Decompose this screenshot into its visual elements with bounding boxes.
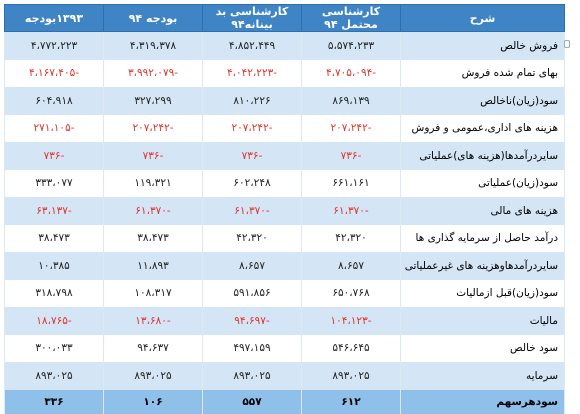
header-budget-94: بودجه ۹۴	[103, 4, 203, 32]
row-label: سایردرآمدها(هزینه های)عملیاتی	[400, 142, 565, 170]
budget-94-cell: ۹۴،۶۳۷	[103, 334, 203, 362]
header-expert-pessimistic-94: کارشناسی بد بینانه۹۴	[202, 4, 302, 32]
budget-94-cell: ۴،۳۱۹،۳۷۸	[103, 31, 203, 60]
budget-1393-cell: ۱۰،۳۸۵	[4, 252, 104, 280]
header-row: شرح کارشناسی محتمل ۹۴ کارشناسی بد بینانه…	[4, 4, 565, 32]
budget-1393-cell: -۲۷۱،۱۰۵	[4, 114, 104, 142]
expert-probable-94-cell: -۱۰۴،۱۲۳	[301, 307, 401, 335]
expert-probable-94-cell: ۶۵۰،۷۶۸	[301, 279, 401, 307]
table-row: سود خالص ۵۴۶،۶۴۵ ۴۹۷،۱۵۹ ۹۴،۶۳۷ ۳۰۰،۰۳۳	[4, 334, 565, 362]
budget-1393-cell: -۷۳۶	[4, 142, 104, 170]
header-budget-1393: ۱۳۹۳بودجه	[4, 4, 104, 32]
header-expert-probable-94: کارشناسی محتمل ۹۴	[301, 4, 401, 32]
expert-pessimistic-94-cell: ۴۹۷،۱۵۹	[202, 334, 302, 362]
budget-1393-cell: ۳۸،۴۷۳	[4, 224, 104, 252]
budget-1393-cell: -۶۳،۱۳۷	[4, 197, 104, 225]
expert-probable-94-cell: -۴،۷۰۵،۰۹۴	[301, 59, 401, 87]
budget-1393-cell: -۴،۱۶۷،۴۰۵	[4, 59, 104, 87]
table-row: هزینه های مالی -۶۱،۳۷۰ -۶۱،۳۷۰ -۶۱،۳۷۰ -۶۳،۱…	[4, 197, 565, 225]
expert-pessimistic-94-cell: ۸۱۰،۲۲۶	[202, 87, 302, 115]
expert-pessimistic-94-cell: ۴،۸۵۲،۴۴۹	[202, 31, 302, 60]
table-row: سرمایه ۸۹۳،۰۲۵ ۸۹۳،۰۲۵ ۸۹۳،۰۲۵ ۸۹۳،۰۲۵	[4, 362, 565, 390]
budget-1393-cell: -۱۸،۷۶۵	[4, 307, 104, 335]
expert-pessimistic-94-cell: -۴،۰۴۲،۲۲۳	[202, 59, 302, 87]
expert-probable-94-cell: -۶۱،۳۷۰	[301, 197, 401, 225]
expert-pessimistic-94-cell: ۴۲،۳۲۰	[202, 224, 302, 252]
expert-probable-94-cell: ۴۲،۳۲۰	[301, 224, 401, 252]
budget-94-cell: ۸۹۳،۰۲۵	[103, 362, 203, 390]
row-label: درآمد حاصل از سرمایه گذاری ها	[400, 224, 565, 252]
row-label: هزینه های مالی	[400, 197, 565, 225]
expert-pessimistic-94-cell: -۹۴،۶۹۷	[202, 307, 302, 335]
table-row: سایردرآمدهاوهزینه های غیرعملیاتی ۸،۶۵۷ ۸،۶…	[4, 252, 565, 280]
expert-pessimistic-94-cell: ۸،۶۵۷	[202, 252, 302, 280]
expert-probable-94-cell: ۸۹۳،۰۲۵	[301, 362, 401, 390]
table-row: سایردرآمدها(هزینه های)عملیاتی -۷۳۶ -۷۳۶ -۷۳…	[4, 142, 565, 170]
row-label: سود خالص	[400, 334, 565, 362]
budget-94-cell: -۶۱،۳۷۰	[103, 197, 203, 225]
row-label: سود(زیان)ناخالص	[400, 87, 565, 115]
budget-1393-cell: ۳۰۰،۰۳۳	[4, 334, 104, 362]
expert-pessimistic-94-cell: ۶۰۲،۲۴۸	[202, 169, 302, 197]
row-label: سود(زیان)قبل ازمالیات	[400, 279, 565, 307]
expert-pessimistic-94-cell: -۷۳۶	[202, 142, 302, 170]
expert-pessimistic-94-cell: -۶۱،۳۷۰	[202, 197, 302, 225]
table-row: درآمد حاصل از سرمایه گذاری ها ۴۲،۳۲۰ ۴۲،۳۲…	[4, 224, 565, 252]
row-label: هزینه های اداری،عمومی و فروش	[400, 114, 565, 142]
header-description: شرح	[400, 4, 565, 32]
budget-94-cell: -۷۳۶	[103, 142, 203, 170]
table-row: فروش خالص ۵،۵۷۴،۲۳۳ ۴،۸۵۲،۴۴۹ ۴،۳۱۹،۳۷۸ ۴،۷۷…	[4, 31, 565, 60]
expert-pessimistic-94-cell: -۲۰۷،۲۴۲	[202, 114, 302, 142]
expert-probable-94-cell: ۶۶۱،۱۶۱	[301, 169, 401, 197]
budget-94-cell: ۱۰۸،۳۱۷	[103, 279, 203, 307]
budget-94-cell: ۱۱،۸۹۳	[103, 252, 203, 280]
budget-94-cell: ۳۸،۴۷۳	[103, 224, 203, 252]
budget-1393-cell: ۳۳۳،۰۷۷	[4, 169, 104, 197]
expert-probable-94-cell: ۵۴۶،۶۴۵	[301, 334, 401, 362]
budget-1393-cell: ۳۱۸،۷۹۸	[4, 279, 104, 307]
expert-pessimistic-94-cell: ۵۹۱،۸۵۶	[202, 279, 302, 307]
row-label: سرمایه	[400, 362, 565, 390]
expert-probable-94-cell: -۲۰۷،۲۴۲	[301, 114, 401, 142]
table-row: سود(زیان)قبل ازمالیات ۶۵۰،۷۶۸ ۵۹۱،۸۵۶ ۱۰۸،۳…	[4, 279, 565, 307]
row-label: بهای تمام شده فروش	[400, 59, 565, 87]
row-label: مالیات	[400, 307, 565, 335]
budget-1393-cell: ۸۹۳،۰۲۵	[4, 362, 104, 390]
budget-94-cell: -۳،۹۹۲،۰۷۹	[103, 59, 203, 87]
table-row: هزینه های اداری،عمومی و فروش -۲۰۷،۲۴۲ -۲۰۷…	[4, 114, 565, 142]
budget-1393-cell: ۶۰۴،۹۱۸	[4, 87, 104, 115]
expert-probable-94-cell: ۵،۵۷۴،۲۳۳	[301, 31, 401, 60]
budget-94-cell: -۱۳،۶۸۰	[103, 307, 203, 335]
expert-probable-94-cell: ۸۶۹،۱۳۹	[301, 87, 401, 115]
expert-probable-94-cell: -۷۳۶	[301, 142, 401, 170]
row-label: فروش خالص	[400, 31, 565, 60]
budget-94-cell: -۲۰۷،۲۴۲	[103, 114, 203, 142]
table-body: فروش خالص ۵،۵۷۴،۲۳۳ ۴،۸۵۲،۴۴۹ ۴،۳۱۹،۳۷۸ ۴،۷۷…	[4, 31, 565, 414]
row-label: سود(زیان)عملیاتی	[400, 169, 565, 197]
scroll-handle[interactable]	[564, 40, 570, 48]
budget-1393-cell: ۴،۷۷۲،۲۲۳	[4, 31, 104, 60]
table-row: سود(زیان)ناخالص ۸۶۹،۱۳۹ ۸۱۰،۲۲۶ ۳۲۷،۲۹۹ ۶۰۴،…	[4, 87, 565, 115]
budget-94-cell: ۳۲۷،۲۹۹	[103, 87, 203, 115]
expert-probable-94-cell: ۸،۶۵۷	[301, 252, 401, 280]
expert-pessimistic-94-cell: ۸۹۳،۰۲۵	[202, 362, 302, 390]
table-row: بهای تمام شده فروش -۴،۷۰۵،۰۹۴ -۴،۰۴۲،۲۲۳ -۳…	[4, 59, 565, 87]
row-label: سایردرآمدهاوهزینه های غیرعملیاتی	[400, 252, 565, 280]
financial-table-container: شرح کارشناسی محتمل ۹۴ کارشناسی بد بینانه…	[4, 4, 565, 414]
table-row: مالیات -۱۰۴،۱۲۳ -۹۴،۶۹۷ -۱۳،۶۸۰ -۱۸،۷۶۵	[4, 307, 565, 335]
table-row: سود(زیان)عملیاتی ۶۶۱،۱۶۱ ۶۰۲،۲۴۸ ۱۱۹،۳۲۱ ۳۳۳…	[4, 169, 565, 197]
financial-table: شرح کارشناسی محتمل ۹۴ کارشناسی بد بینانه…	[4, 4, 565, 414]
budget-94-cell: ۱۱۹،۳۲۱	[103, 169, 203, 197]
